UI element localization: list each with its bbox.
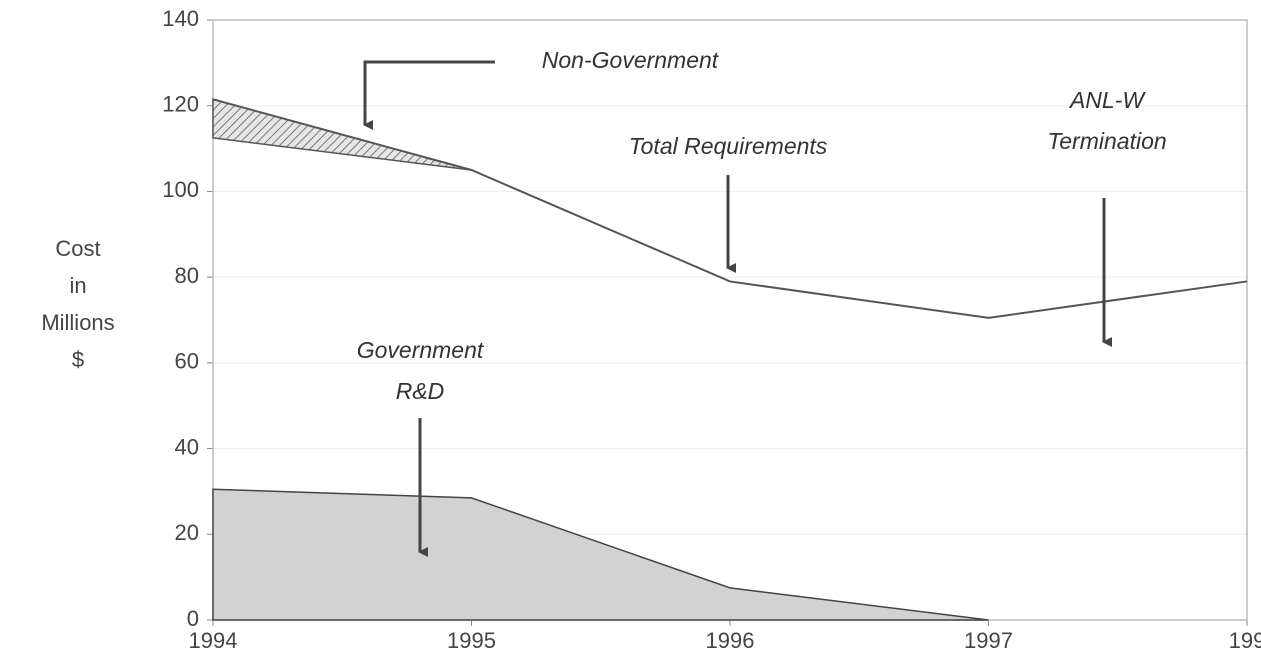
y-axis-label: Cost — [55, 236, 100, 261]
total-line — [212, 98, 1248, 319]
y-tick-label: 80 — [175, 263, 199, 288]
x-tick-label: 1997 — [964, 628, 1013, 653]
annotation: Total Requirements — [629, 133, 828, 159]
y-axis-label: $ — [72, 347, 84, 372]
annotation-arrow — [363, 60, 495, 130]
y-tick-label: 0 — [187, 606, 199, 631]
y-axis-label: in — [69, 273, 86, 298]
y-tick-label: 100 — [162, 177, 199, 202]
annotation: R&D — [396, 378, 445, 404]
annotation: Government — [357, 337, 485, 363]
annotation: Non-Government — [542, 47, 720, 73]
y-tick-label: 20 — [175, 520, 199, 545]
y-tick-label: 60 — [175, 349, 199, 374]
x-tick-label: 1995 — [447, 628, 496, 653]
y-axis-label: Millions — [41, 310, 114, 335]
annotation: ANL-W — [1068, 87, 1146, 113]
annotation: Termination — [1047, 128, 1166, 154]
y-tick-label: 40 — [175, 434, 199, 459]
x-tick-label: 1996 — [706, 628, 755, 653]
y-tick-label: 120 — [162, 92, 199, 117]
y-tick-label: 140 — [162, 6, 199, 31]
x-tick-label: 199 — [1229, 628, 1261, 653]
x-tick-label: 1994 — [189, 628, 238, 653]
government-area — [212, 488, 989, 621]
